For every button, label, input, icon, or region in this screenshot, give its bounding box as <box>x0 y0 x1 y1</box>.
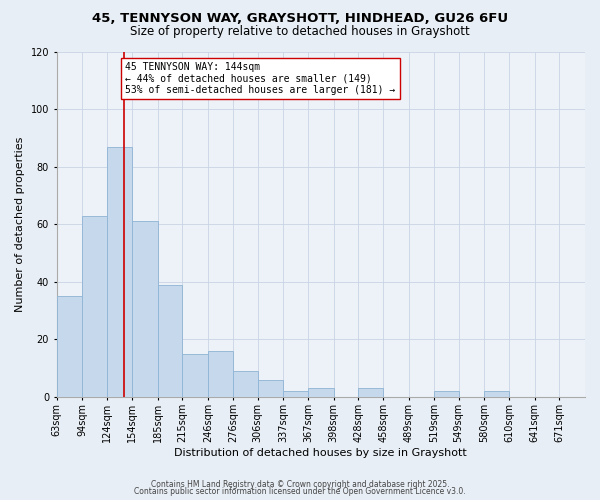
Bar <box>484 392 509 397</box>
Bar <box>182 354 208 397</box>
Text: 45 TENNYSON WAY: 144sqm
← 44% of detached houses are smaller (149)
53% of semi-d: 45 TENNYSON WAY: 144sqm ← 44% of detache… <box>125 62 395 95</box>
Text: Contains HM Land Registry data © Crown copyright and database right 2025.: Contains HM Land Registry data © Crown c… <box>151 480 449 489</box>
Bar <box>56 296 82 397</box>
Bar <box>107 146 132 397</box>
Bar <box>132 222 158 397</box>
X-axis label: Distribution of detached houses by size in Grayshott: Distribution of detached houses by size … <box>175 448 467 458</box>
Bar <box>233 371 257 397</box>
Bar <box>434 392 458 397</box>
Text: Size of property relative to detached houses in Grayshott: Size of property relative to detached ho… <box>130 25 470 38</box>
Bar <box>208 351 233 397</box>
Text: Contains public sector information licensed under the Open Government Licence v3: Contains public sector information licen… <box>134 487 466 496</box>
Bar <box>358 388 383 397</box>
Bar <box>283 392 308 397</box>
Bar <box>257 380 283 397</box>
Bar <box>82 216 107 397</box>
Bar <box>308 388 334 397</box>
Bar <box>158 284 182 397</box>
Y-axis label: Number of detached properties: Number of detached properties <box>15 136 25 312</box>
Text: 45, TENNYSON WAY, GRAYSHOTT, HINDHEAD, GU26 6FU: 45, TENNYSON WAY, GRAYSHOTT, HINDHEAD, G… <box>92 12 508 26</box>
